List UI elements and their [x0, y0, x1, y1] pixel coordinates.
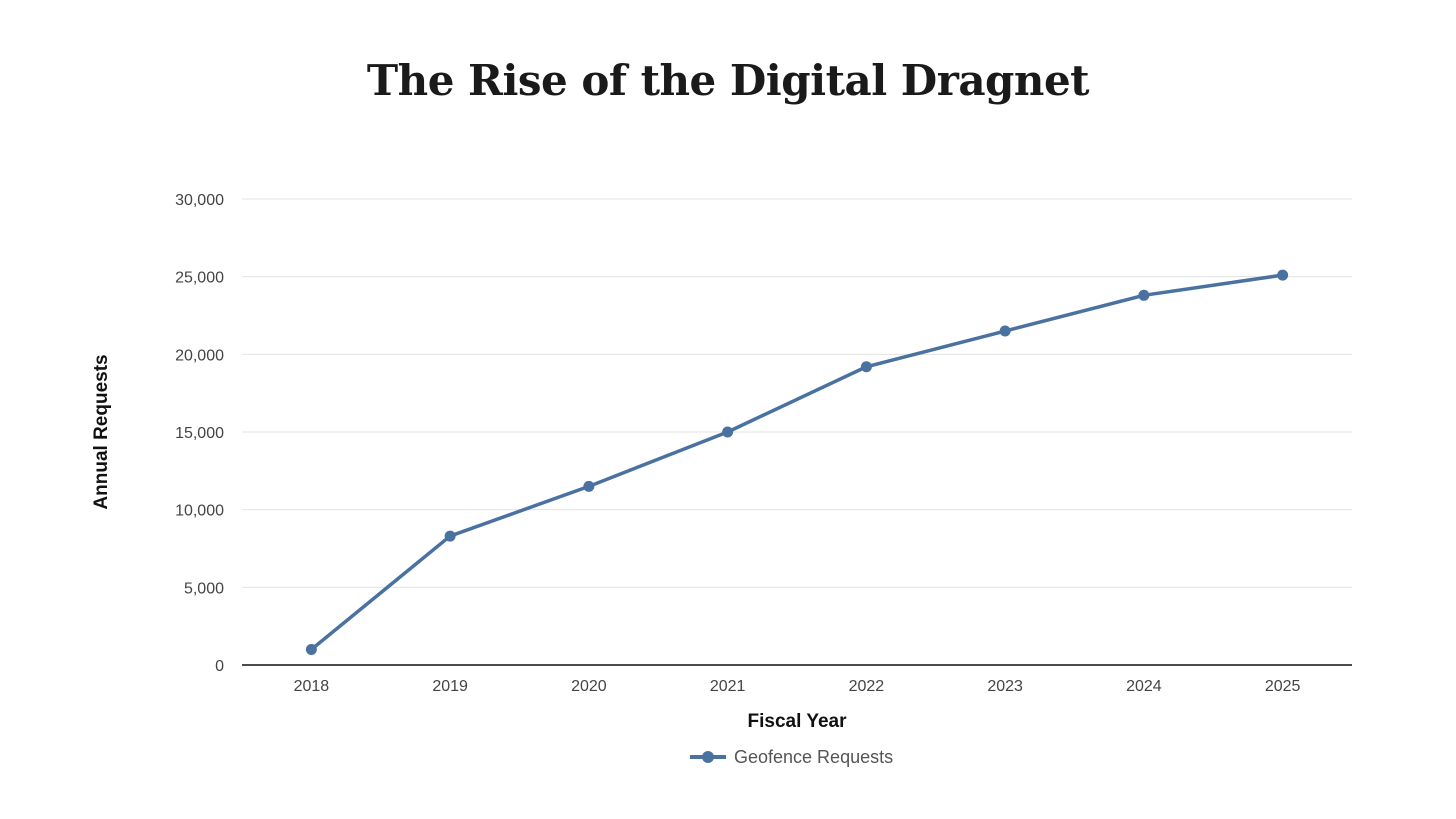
- x-tick-label: 2021: [710, 678, 746, 695]
- y-axis-ticks: 0 5,000 10,000 15,000 20,000 25,000 30,000: [175, 192, 224, 675]
- y-tick-label: 10,000: [175, 503, 224, 520]
- data-point[interactable]: [1277, 269, 1289, 281]
- x-axis-title: Fiscal Year: [748, 711, 848, 732]
- series-line: [309, 273, 1285, 652]
- x-axis-ticks: 2018 2019 2020 2021 2022 2023 2024 2025: [294, 678, 1301, 695]
- legend-label: Geofence Requests: [734, 747, 893, 767]
- y-tick-label: 30,000: [175, 192, 224, 209]
- data-point[interactable]: [860, 361, 872, 373]
- gridlines: [242, 198, 1352, 588]
- y-tick-label: 0: [215, 658, 224, 675]
- y-tick-label: 15,000: [175, 425, 224, 442]
- data-point[interactable]: [305, 643, 317, 655]
- data-point[interactable]: [722, 426, 734, 438]
- data-point[interactable]: [1138, 289, 1150, 301]
- x-tick-label: 2023: [987, 678, 1023, 695]
- data-point[interactable]: [583, 480, 595, 492]
- chart-title: The Rise of the Digital Dragnet: [367, 56, 1090, 105]
- x-tick-label: 2019: [432, 678, 468, 695]
- series-geofence-requests: [305, 269, 1289, 655]
- y-tick-label: 5,000: [184, 580, 224, 597]
- y-tick-label: 25,000: [175, 270, 224, 287]
- x-tick-label: 2025: [1265, 678, 1301, 695]
- x-tick-label: 2020: [571, 678, 607, 695]
- x-tick-label: 2022: [849, 678, 885, 695]
- data-point[interactable]: [999, 325, 1011, 337]
- legend[interactable]: Geofence Requests: [690, 747, 893, 767]
- x-tick-label: 2018: [294, 678, 330, 695]
- legend-point-marker: [702, 751, 714, 763]
- x-tick-label: 2024: [1126, 678, 1162, 695]
- y-tick-label: 20,000: [175, 347, 224, 364]
- data-point[interactable]: [444, 530, 456, 542]
- y-axis-title: Annual Requests: [91, 354, 112, 509]
